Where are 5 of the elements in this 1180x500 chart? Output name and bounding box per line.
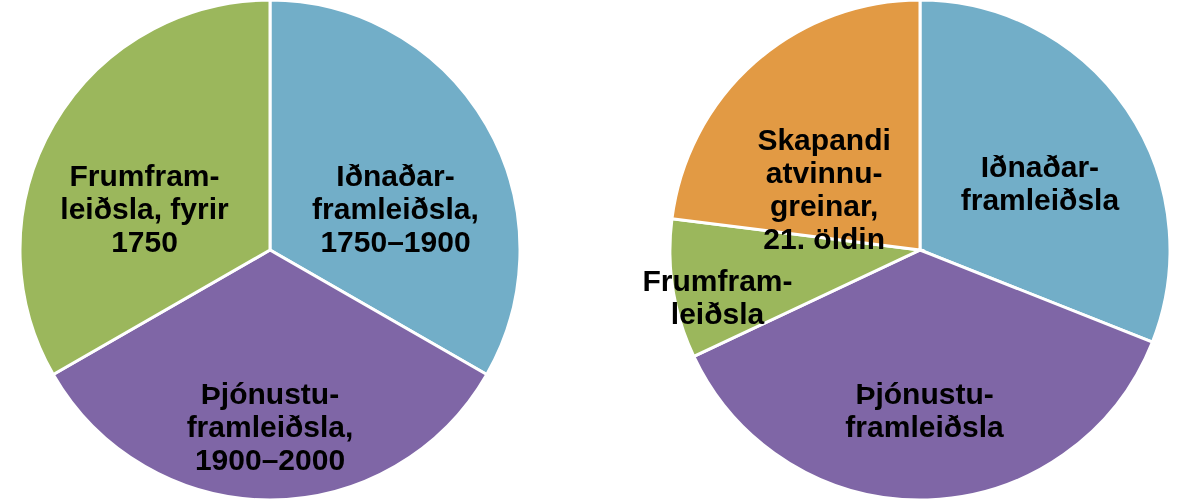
- slice-label: Þjónustu- framleiðsla: [845, 376, 1005, 443]
- slice-label: Iðnaðar- framleiðsla: [960, 150, 1120, 217]
- slice-label: Þjónustu- framleiðsla, 1900–2000: [186, 377, 354, 476]
- slice-label: Iðnaðar- framleiðsla, 1750–1900: [312, 159, 479, 259]
- slice-label: Frumfram- leiðsla, fyrir 1750: [60, 159, 230, 259]
